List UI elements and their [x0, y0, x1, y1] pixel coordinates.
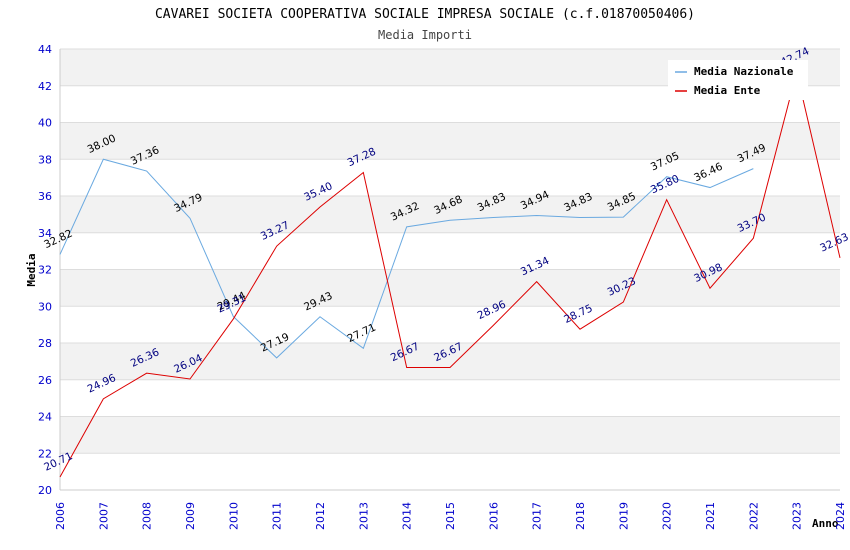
plot-band [60, 122, 840, 160]
x-tick-label: 2024 [834, 502, 847, 530]
y-tick-label: 32 [38, 264, 52, 277]
plot-band [60, 196, 840, 233]
legend-box [668, 60, 808, 100]
series-line-nazionale [59, 158, 754, 359]
y-tick-label: 42 [38, 80, 52, 93]
y-tick-label: 26 [38, 374, 52, 387]
x-tick-label: 2011 [271, 502, 284, 530]
legend: Media Nazionale Media Ente [668, 60, 808, 100]
plot-band [60, 306, 840, 343]
x-tick-label: 2017 [531, 502, 544, 530]
y-tick-label: 40 [38, 117, 52, 130]
y-axis-label: Media [25, 253, 38, 286]
x-tick-label: 2015 [444, 502, 457, 530]
y-tick-label: 44 [38, 43, 52, 56]
chart-subtitle: Media Importi [378, 28, 472, 42]
x-tick-label: 2014 [401, 502, 414, 530]
x-tick-label: 2013 [357, 502, 370, 530]
x-tick-label: 2022 [747, 502, 760, 530]
x-axis-ticks: 2006 2007 2008 2009 2010 2011 2012 2013 2014 2015… [54, 502, 847, 530]
x-tick-label: 2019 [617, 502, 630, 530]
axes [59, 49, 840, 491]
x-tick-label: 2010 [227, 502, 240, 530]
y-tick-label: 20 [38, 484, 52, 497]
series-lines [59, 72, 841, 478]
x-tick-label: 2009 [184, 502, 197, 530]
y-tick-label: 36 [38, 190, 52, 203]
y-tick-label: 34 [38, 227, 52, 240]
plot-band [60, 416, 840, 454]
y-tick-label: 22 [38, 447, 52, 460]
chart-title: CAVAREI SOCIETA COOPERATIVA SOCIALE IMPR… [155, 7, 695, 22]
x-tick-label: 2018 [574, 502, 587, 530]
series-line-ente [59, 72, 841, 478]
legend-label-nazionale: Media Nazionale [694, 65, 794, 78]
x-tick-label: 2021 [704, 502, 717, 530]
x-tick-label: 2007 [97, 502, 110, 530]
x-tick-label: 2023 [791, 502, 804, 530]
plot-band [60, 269, 840, 307]
plot-band [60, 232, 840, 270]
plot-band [60, 159, 840, 196]
y-tick-label: 38 [38, 153, 52, 166]
x-tick-label: 2012 [314, 502, 327, 530]
x-axis-label: Anno [812, 517, 839, 530]
x-tick-label: 2006 [54, 502, 67, 530]
plot-band [60, 343, 840, 380]
y-tick-label: 28 [38, 337, 52, 350]
y-tick-label: 30 [38, 300, 52, 313]
y-tick-label: 24 [38, 411, 52, 424]
plot-band [60, 453, 840, 490]
x-tick-label: 2020 [661, 502, 674, 530]
plot-band [60, 379, 840, 417]
legend-label-ente: Media Ente [694, 84, 761, 97]
x-tick-label: 2008 [141, 502, 154, 530]
x-tick-label: 2016 [487, 502, 500, 530]
y-axis-ticks: 20 22 24 26 28 30 32 34 36 38 40 42 44 [38, 43, 52, 497]
